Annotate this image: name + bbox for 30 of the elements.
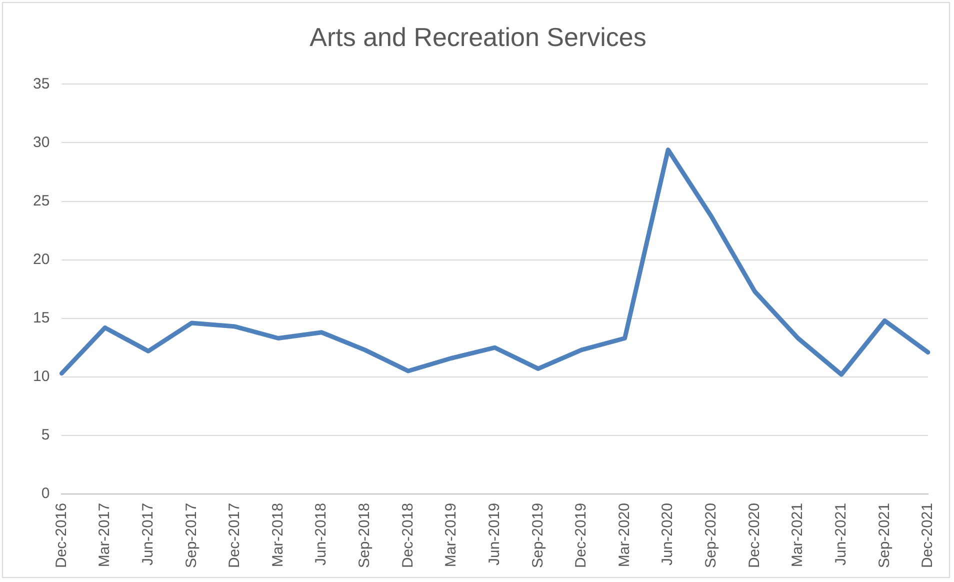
x-tick-label: Jun-2019 xyxy=(486,502,503,566)
x-tick-label: Sep-2021 xyxy=(876,502,893,568)
y-tick-label: 35 xyxy=(32,75,50,92)
x-tick-label: Sep-2018 xyxy=(356,502,374,568)
x-tick-label: Dec-2021 xyxy=(919,502,936,568)
x-tick-label: Dec-2019 xyxy=(572,502,590,568)
y-tick-label: 20 xyxy=(32,250,50,268)
x-tick-label: Jun-2020 xyxy=(659,502,676,566)
y-tick-label: 30 xyxy=(32,134,50,151)
x-tick-label: Jun-2017 xyxy=(139,502,156,566)
x-tick-label: Mar-2021 xyxy=(789,502,806,568)
x-tick-label: Mar-2017 xyxy=(96,502,114,568)
x-tick-label: Jun-2018 xyxy=(312,502,330,566)
x-tick-label: Sep-2017 xyxy=(182,502,200,568)
y-tick-label: 25 xyxy=(32,192,50,210)
x-tick-label: Dec-2016 xyxy=(52,502,70,568)
x-tick-label: Sep-2020 xyxy=(702,502,720,568)
y-tick-label: 0 xyxy=(41,485,50,502)
x-tick-label: Dec-2017 xyxy=(226,502,244,568)
x-tick-label: Dec-2020 xyxy=(746,502,763,568)
x-tick-label: Dec-2018 xyxy=(399,502,416,568)
y-tick-label: 15 xyxy=(32,309,50,326)
chart-title: Arts and Recreation Services xyxy=(310,22,646,52)
y-tick-label: 5 xyxy=(41,426,50,444)
y-tick-label: 10 xyxy=(32,368,50,386)
x-tick-label: Mar-2018 xyxy=(269,502,286,568)
x-tick-label: Mar-2020 xyxy=(616,502,633,568)
x-tick-label: Sep-2019 xyxy=(529,502,546,568)
x-tick-label: Mar-2019 xyxy=(442,502,460,568)
x-tick-label: Jun-2021 xyxy=(832,502,850,566)
